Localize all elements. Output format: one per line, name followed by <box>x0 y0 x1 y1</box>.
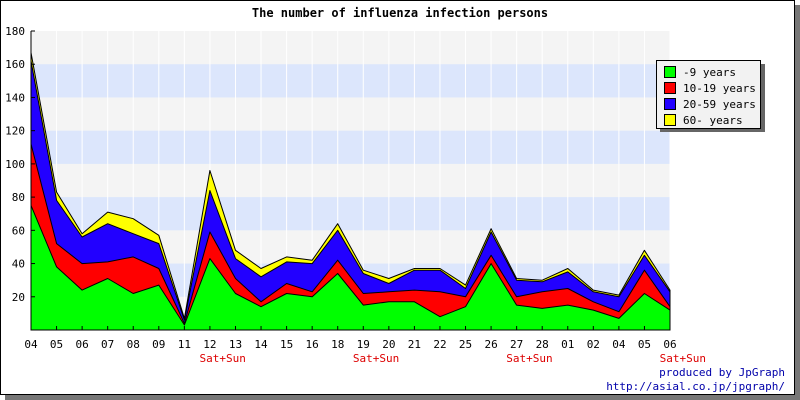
x-tick-label: 11 <box>178 338 191 351</box>
x-tick-label: 04 <box>24 338 38 351</box>
legend-swatch <box>664 82 676 94</box>
x-tick-label: 18 <box>331 338 344 351</box>
grid-band <box>31 130 670 164</box>
series-areas <box>30 52 671 331</box>
x-tick-label: 06 <box>663 338 676 351</box>
legend: -9 years 10-19 years 20-59 years 60- years <box>656 60 765 132</box>
chart-title: The number of influenza infection person… <box>252 6 548 20</box>
plot-area: 20 40 60 80 100 120 140 160 180 04 05 06 07 08 09 11 12… <box>5 25 706 365</box>
legend-label: 10-19 years <box>683 82 756 95</box>
legend-swatch <box>664 114 676 126</box>
x-tick-label: 07 <box>101 338 114 351</box>
x-tick-note: Sat+Sun <box>506 352 552 365</box>
grid-band <box>31 64 670 98</box>
x-tick-label: 22 <box>433 338 446 351</box>
x-tick-label: 16 <box>306 338 319 351</box>
x-tick-label: 25 <box>459 338 472 351</box>
legend-label: 20-59 years <box>683 98 756 111</box>
x-tick-note: Sat+Sun <box>200 352 246 365</box>
x-tick-label: 21 <box>408 338 421 351</box>
x-tick-label: 05 <box>50 338 63 351</box>
y-tick-label: 120 <box>5 125 25 138</box>
x-tick-labels: 04 05 06 07 08 09 11 12 13 14 15 16 18 19 20 21 22 25 26 27… <box>24 326 706 365</box>
x-tick-label: 19 <box>357 338 370 351</box>
x-tick-label: 13 <box>229 338 242 351</box>
y-tick-label: 100 <box>5 158 25 171</box>
legend-label: -9 years <box>683 66 736 79</box>
x-tick-label: 15 <box>280 338 293 351</box>
y-tick-label: 40 <box>12 258 25 271</box>
x-tick-label: 12 <box>203 338 216 351</box>
y-tick-label: 20 <box>12 291 25 304</box>
y-tick-label: 80 <box>12 191 25 204</box>
x-tick-label: 05 <box>638 338 651 351</box>
x-tick-label: 27 <box>510 338 523 351</box>
x-tick-label: 01 <box>561 338 574 351</box>
legend-label: 60- years <box>683 114 743 127</box>
x-tick-label: 06 <box>75 338 88 351</box>
series-area-9-years <box>30 204 671 331</box>
x-tick-label: 04 <box>612 338 626 351</box>
x-tick-note: Sat+Sun <box>353 352 399 365</box>
footer-credit: produced by JpGraph <box>659 366 785 379</box>
y-tick-label: 60 <box>12 224 25 237</box>
x-tick-label: 14 <box>254 338 268 351</box>
y-tick-labels: 20 40 60 80 100 120 140 160 180 <box>5 25 35 304</box>
y-tick-label: 140 <box>5 91 25 104</box>
x-tick-label: 26 <box>484 338 497 351</box>
x-tick-note: Sat+Sun <box>660 352 706 365</box>
x-tick-label: 09 <box>152 338 165 351</box>
x-tick-label: 20 <box>382 338 395 351</box>
x-tick-label: 08 <box>127 338 140 351</box>
legend-swatch <box>664 98 676 110</box>
x-tick-label: 28 <box>536 338 549 351</box>
footer-url[interactable]: http://asial.co.jp/jpgraph/ <box>606 380 785 393</box>
legend-swatch <box>664 66 676 78</box>
y-tick-label: 180 <box>5 25 25 38</box>
x-tick-label: 02 <box>587 338 600 351</box>
y-tick-label: 160 <box>5 58 25 71</box>
